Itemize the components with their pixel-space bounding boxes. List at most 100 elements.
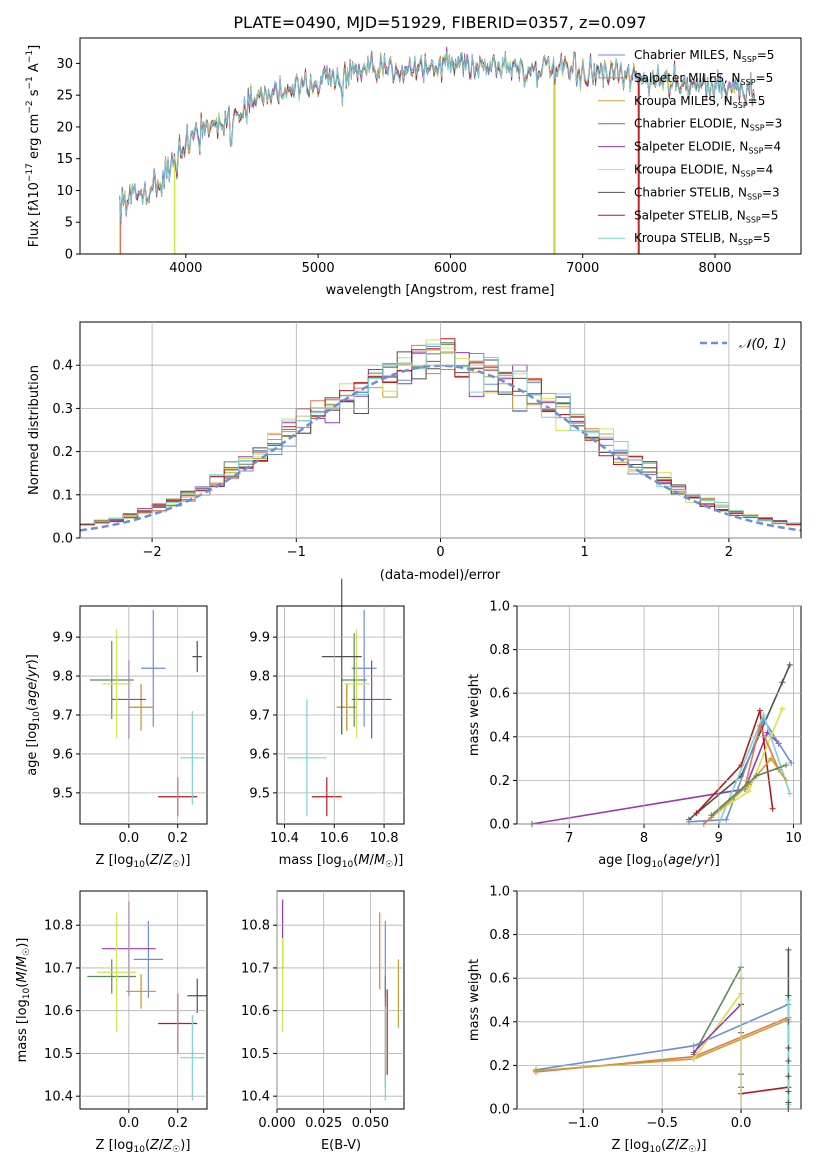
age-mass-y-tick-label: 9.5	[249, 786, 270, 801]
spectrum-legend: Chabrier MILES, NSSP=5 Salpeter MILES, NS…	[598, 48, 782, 247]
spectrum-y-tick-label: 25	[56, 89, 73, 104]
mass-ebv-x-tick-label: 0.000	[258, 1116, 295, 1131]
legend-label: Kroupa MILES, NSSP=5	[634, 94, 765, 110]
mw-z-axes-frame	[516, 890, 802, 1110]
mw-age-marker	[708, 812, 715, 819]
mw-z-x-tick-label: 0.0	[731, 1116, 752, 1131]
legend-label: Salpeter MILES, NSSP=5	[634, 71, 773, 87]
mw-age-marker	[779, 705, 786, 712]
residual-x-tick-label: 2	[725, 545, 733, 560]
mw-z-x-label: Z [log10(Z/Z☉)]	[612, 1138, 707, 1155]
mw-z-line-salpeter-elodie	[693, 1003, 742, 1053]
residual-panel: −2 −1 0 1 2 0.0 0.1 0.2 0.3 0.4 (data-model)/erro…	[27, 321, 802, 583]
legend-label: Kroupa ELODIE, NSSP=4	[634, 163, 773, 179]
spectrum-y-tick-label: 15	[56, 152, 73, 167]
mw-z-x-tick-label: −1.0	[567, 1116, 599, 1131]
spectrum-y-tick-label: 30	[56, 57, 73, 72]
mass-z-y-tick-label: 10.8	[44, 919, 73, 934]
age-z-y-tick-label: 9.8	[52, 670, 73, 685]
age-mass-y-tick-label: 9.7	[249, 709, 270, 724]
spectrum-x-tick-label: 4000	[169, 261, 202, 276]
page-title: PLATE=0490, MJD=51929, FIBERID=0357, z=0…	[233, 13, 646, 32]
age-mass-x-tick-label: 10.6	[320, 831, 349, 846]
legend-label: Chabrier ELODIE, NSSP=3	[634, 117, 782, 133]
mw-age-marker	[769, 805, 776, 812]
mw-age-y-tick-label: 1.0	[489, 600, 510, 615]
spectrum-y-tick-label: 0	[65, 248, 73, 263]
residual-x-tick-label: 1	[581, 545, 589, 560]
mw-z-marker	[690, 1055, 697, 1062]
mw-z-marker	[532, 1067, 539, 1074]
mass-z-y-tick-label: 10.7	[44, 961, 73, 976]
mw-age-x-tick-label: 10	[785, 831, 802, 846]
mass-ebv-x-label: E(B-V)	[321, 1138, 361, 1153]
legend-label: Salpeter ELODIE, NSSP=4	[634, 140, 781, 156]
age-z-x-tick-label: 0.2	[167, 831, 188, 846]
mw-age-marker	[779, 679, 786, 686]
spectrum-panel: 4000 5000 6000 7000 8000 0 5 10 15 20 25 30 wavelen…	[25, 37, 802, 298]
mw-age-y-tick-label: 0.2	[489, 774, 510, 789]
mw-age-marker	[760, 712, 767, 718]
mass-weight-vs-metallicity-panel: −1.0 −0.5 0.0 0.0 0.2 0.4 0.6 0.8 1.0 Z [log10(Z…	[467, 885, 802, 1155]
residual-y-tick-label: 0.4	[52, 359, 73, 374]
mass-ebv-y-tick-label: 10.8	[241, 919, 270, 934]
mw-z-y-tick-label: 0.4	[489, 1015, 510, 1030]
age-z-y-tick-label: 9.6	[52, 747, 73, 762]
mw-z-marker	[785, 1044, 792, 1051]
age-vs-metallicity-panel: 0.0 0.2 9.5 9.6 9.7 9.8 9.9 Z [log10(Z/Z☉)] ag…	[25, 605, 208, 870]
legend-label: Kroupa STELIB, NSSP=5	[634, 231, 771, 247]
residual-y-label: Normed distribution	[27, 365, 42, 495]
mw-z-marker	[690, 1042, 697, 1049]
spectrum-x-tick-label: 8000	[698, 261, 731, 276]
mw-age-marker	[768, 755, 775, 762]
spectrum-x-label: wavelength [Angstrom, rest frame]	[326, 283, 555, 298]
mass-ebv-x-tick-label: 0.025	[305, 1116, 342, 1131]
mass-z-y-tick-label: 10.5	[44, 1047, 73, 1062]
mass-vs-metallicity-panel: 0.0 0.2 10.4 10.5 10.6 10.7 10.8 Z [log10(Z/Z☉…	[15, 890, 208, 1155]
residual-legend: 𝒩(0, 1)	[700, 337, 786, 352]
mass-z-axes-frame	[79, 890, 208, 1110]
mw-age-y-tick-label: 0.6	[489, 687, 510, 702]
mw-z-marker	[690, 1049, 697, 1056]
mass-z-x-tick-label: 0.0	[119, 1116, 140, 1131]
residual-x-label: (data-model)/error	[380, 568, 501, 583]
mw-z-y-tick-label: 0.2	[489, 1059, 510, 1074]
mw-z-y-tick-label: 1.0	[489, 885, 510, 900]
spectrum-axes-frame	[79, 37, 802, 255]
spectrum-x-tick-label: 6000	[434, 261, 467, 276]
mw-age-x-label: age [log10(age/yr)]	[598, 853, 720, 870]
spectrum-x-tick-label: 5000	[302, 261, 335, 276]
spectrum-x-tick-label: 7000	[566, 261, 599, 276]
mass-ebv-y-tick-label: 10.5	[241, 1047, 270, 1062]
mw-age-marker	[723, 816, 730, 823]
mass-ebv-y-tick-label: 10.7	[241, 961, 270, 976]
mw-age-line-kroupa-miles	[710, 757, 787, 819]
age-z-x-tick-label: 0.0	[119, 831, 140, 846]
mw-age-y-tick-label: 0.8	[489, 643, 510, 658]
mw-z-line-salpeter-stelib	[740, 1086, 789, 1095]
age-y-label: age [log10(age/yr)]	[25, 654, 42, 776]
mass-ebv-x-tick-label: 0.050	[352, 1116, 389, 1131]
mass-z-x-label: Z [log10(Z/Z☉)]	[96, 1138, 191, 1155]
residual-x-tick-label: −1	[287, 545, 306, 560]
mw-age-y-tick-label: 0.0	[489, 818, 510, 833]
residual-y-tick-label: 0.0	[52, 532, 73, 547]
mw-age-marker	[693, 810, 700, 817]
age-mass-x-tick-label: 10.8	[370, 831, 399, 846]
mw-z-y-label: mass weight	[467, 959, 482, 1041]
mass-z-y-tick-label: 10.4	[44, 1090, 73, 1105]
residual-y-tick-label: 0.3	[52, 402, 73, 417]
mw-age-marker	[786, 661, 793, 668]
mass-weight-vs-age-panel: 7 8 9 10 0.0 0.2 0.4 0.6 0.8 1.0 age [log10(age/y…	[467, 600, 802, 871]
spectrum-line-kroupa-stelib	[119, 51, 756, 221]
age-z-x-label: Z [log10(Z/Z☉)]	[96, 853, 191, 870]
mw-z-line-chabrier-elodie	[692, 966, 742, 1055]
mw-z-y-tick-label: 0.6	[489, 972, 510, 987]
age-z-y-tick-label: 9.9	[52, 631, 73, 646]
spectrum-y-tick-label: 5	[65, 216, 73, 231]
gaussian-legend-label: 𝒩(0, 1)	[739, 337, 786, 352]
age-z-y-tick-label: 9.7	[52, 709, 73, 724]
mw-age-marker	[783, 762, 790, 769]
residual-x-tick-label: 0	[436, 545, 444, 560]
